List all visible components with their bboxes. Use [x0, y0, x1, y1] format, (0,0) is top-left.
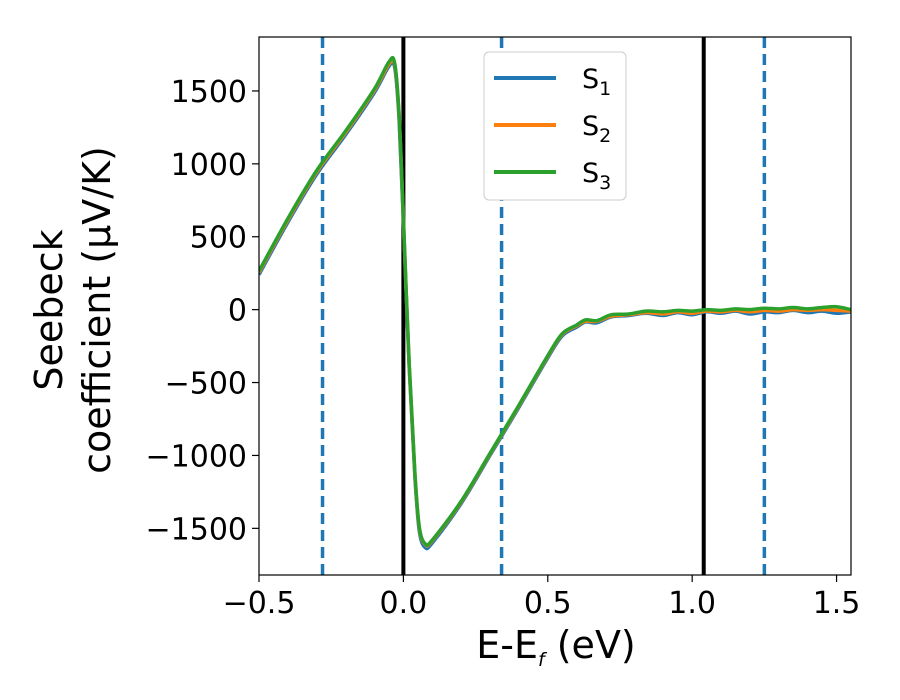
x-tick-label: 0.5: [524, 586, 572, 621]
legend-label-s2: S2: [582, 111, 611, 147]
y-tick-label: 1000: [171, 148, 247, 183]
y-tick-label: 500: [190, 221, 247, 256]
x-tick-label: −0.5: [223, 586, 296, 621]
x-tick-label: 0.0: [380, 586, 428, 621]
legend: S1 S2 S3: [483, 51, 627, 201]
series-lines: [259, 55, 851, 551]
y-tick-label: 0: [228, 294, 247, 329]
y-tick-label: 1500: [171, 75, 247, 110]
y-axis-label-line2: coefficient (μV/K): [75, 146, 119, 474]
y-tick-label: −1000: [146, 439, 247, 474]
x-tick-label: 1.0: [668, 586, 716, 621]
series-line-s3: [259, 55, 851, 548]
plot-frame: [258, 36, 852, 576]
legend-label-s1: S1: [582, 64, 611, 100]
y-axis-label-line1: Seebeck: [27, 229, 71, 390]
axis-ticks: −0.5 0.0 0.5 1.0 1.5 −1500 −1000 −500 0 500 1000 15…: [146, 75, 861, 621]
legend-label-s3: S3: [582, 158, 611, 194]
y-tick-label: −500: [165, 367, 247, 402]
x-axis-label: E-Ef (eV): [476, 623, 636, 671]
y-tick-label: −1500: [146, 512, 247, 547]
x-tick-label: 1.5: [813, 586, 861, 621]
